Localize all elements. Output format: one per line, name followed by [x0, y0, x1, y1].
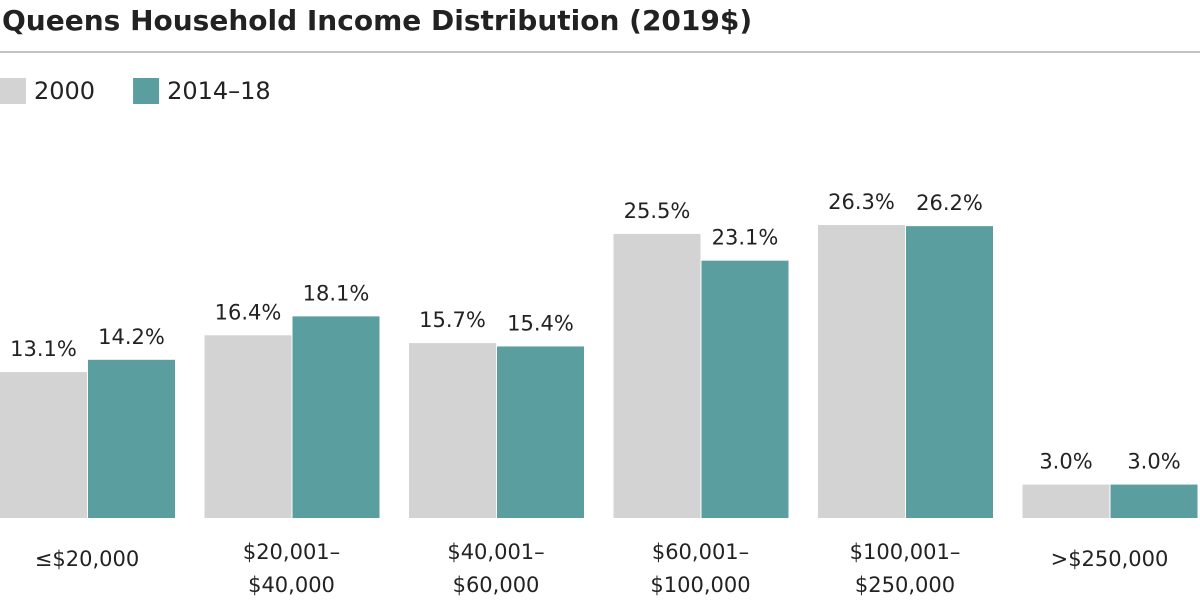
bar [701, 260, 789, 518]
value-label: 23.1% [712, 226, 779, 250]
value-label: 13.1% [10, 337, 77, 361]
bar [613, 233, 701, 518]
bar [88, 359, 175, 518]
x-tick-label: $20,001– [243, 540, 340, 564]
value-label: 26.3% [828, 190, 895, 214]
value-label: 14.2% [98, 325, 165, 349]
bar [818, 225, 905, 518]
legend-label: 2014–18 [167, 77, 271, 105]
x-tick-label: $40,000 [248, 573, 335, 597]
value-label: 3.0% [1039, 450, 1092, 474]
value-label: 16.4% [215, 300, 282, 324]
value-label: 26.2% [916, 191, 983, 215]
x-tick-label: $40,001– [447, 540, 544, 564]
x-tick-label: $100,000 [650, 573, 750, 597]
bar [906, 226, 993, 518]
bar [204, 335, 292, 518]
bar [292, 316, 380, 518]
legend-swatch [0, 78, 26, 104]
value-label: 25.5% [624, 199, 691, 223]
bar [1110, 484, 1198, 518]
bar [0, 372, 87, 518]
legend-label: 2000 [34, 77, 95, 105]
legend-swatch [133, 78, 160, 104]
bar [497, 346, 584, 518]
x-tick-label: >$250,000 [1051, 547, 1169, 571]
x-tick-label: $60,000 [453, 573, 540, 597]
value-label: 15.4% [507, 311, 574, 335]
value-label: 15.7% [419, 308, 486, 332]
x-tick-label: $100,001– [850, 540, 961, 564]
value-label: 18.1% [303, 281, 370, 305]
bar [1022, 484, 1110, 518]
chart-title: Queens Household Income Distribution (20… [2, 4, 752, 37]
bar [409, 343, 496, 518]
value-label: 3.0% [1127, 450, 1180, 474]
x-tick-label: $60,001– [652, 540, 749, 564]
x-tick-label: ≤$20,000 [35, 547, 139, 571]
x-tick-label: $250,000 [855, 573, 955, 597]
